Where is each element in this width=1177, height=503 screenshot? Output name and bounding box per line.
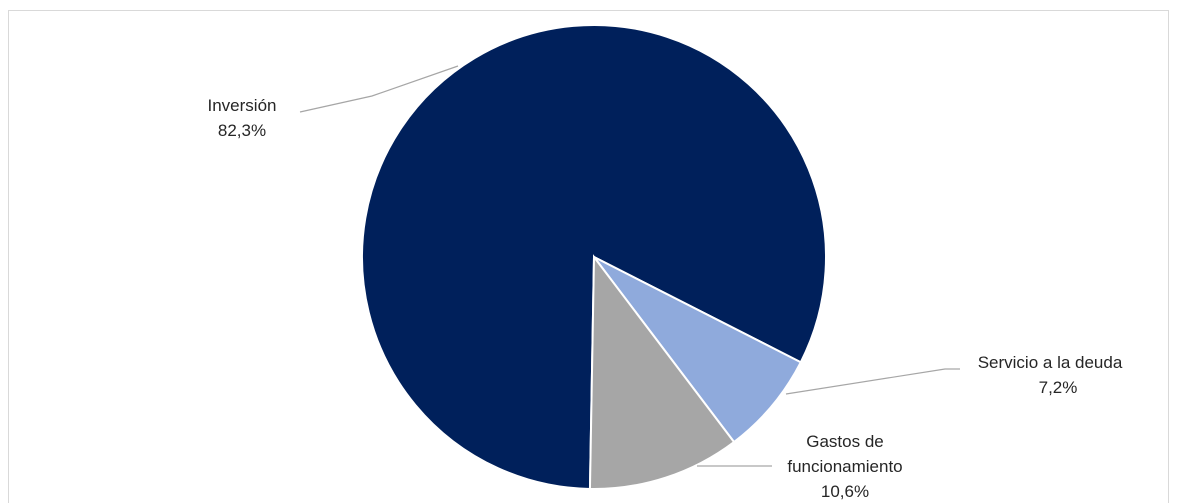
slice-label-gastos-name-line2: funcionamiento [787,457,902,476]
leader-line-inversion [299,65,459,113]
leader-line-servicio [785,368,960,395]
slice-label-inversion-name: Inversión [208,96,277,115]
pie-slice-servicio-a-la-deuda [593,256,803,444]
pie-slice-inversion [361,24,827,490]
slice-label-servicio-name: Servicio a la deuda [978,353,1123,372]
slice-label-gastos-name-line1: Gastos de [806,432,884,451]
pie-slice-gastos-de-funcionamiento [588,254,736,490]
slice-label-inversion-value: 82,3% [218,121,266,140]
slice-label-servicio-value: 7,2% [1039,378,1078,397]
slice-label-gastos-value: 10,6% [821,482,869,501]
pie-slices [361,24,827,490]
